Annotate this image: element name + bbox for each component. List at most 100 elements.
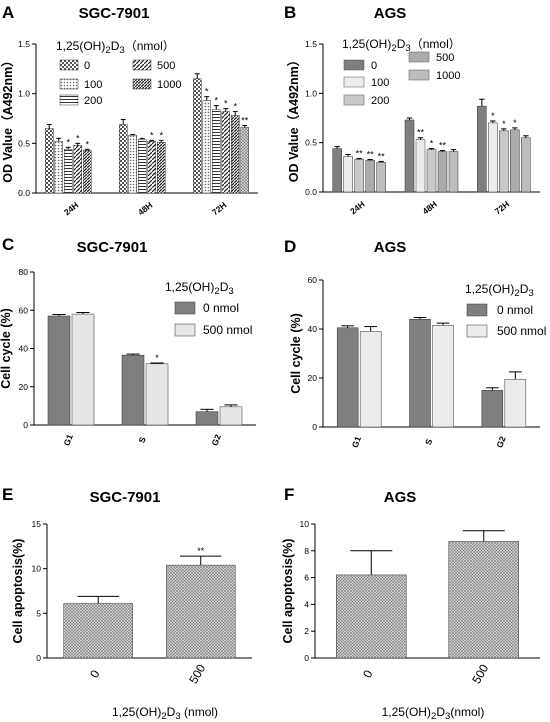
legend-label: 500	[436, 52, 454, 64]
y-tick-label: 20	[308, 373, 318, 383]
bar	[138, 139, 147, 194]
bar	[437, 151, 448, 193]
bar	[240, 127, 249, 194]
legend-swatch	[132, 78, 152, 90]
significance-mark: *	[150, 130, 154, 140]
panel-letter: E	[2, 485, 13, 504]
y-tick-label: 5	[36, 608, 41, 618]
bar	[166, 564, 236, 659]
panel-letter: C	[2, 235, 14, 254]
x-tick-label: 0	[360, 667, 376, 680]
y-tick-label: 4	[304, 599, 309, 609]
legend-title: 1,25(OH)2D3（nmol）	[56, 39, 175, 56]
bar	[499, 130, 509, 193]
bar	[45, 128, 54, 194]
x-tick-label: 72H	[493, 199, 511, 216]
legend-swatch	[343, 76, 365, 88]
significance-mark: *	[214, 96, 218, 106]
y-tick-label: 10	[300, 519, 310, 529]
chart-panel-e: E SGC-7901 0 5 10 15 Cell apoptosis(%) 0 ** 500	[2, 485, 252, 686]
legend-swatch	[343, 94, 365, 106]
bar	[521, 137, 531, 193]
x-tick-label: 500	[186, 662, 208, 687]
bar	[145, 363, 169, 426]
significance-mark: *	[76, 133, 80, 143]
bar	[359, 331, 382, 428]
chart-title: AGS	[374, 239, 407, 256]
y-tick-label: 8	[304, 546, 309, 556]
legend-label: 500	[157, 60, 175, 72]
bar	[415, 139, 426, 193]
legend-label: 1000	[157, 79, 181, 91]
x-tick-label: S	[423, 437, 434, 446]
legend-label: 500 nmol	[497, 324, 546, 338]
y-tick-label: 60	[308, 275, 318, 285]
significance-mark: *	[85, 139, 89, 149]
bar	[448, 151, 459, 193]
bar	[336, 327, 359, 428]
y-tick-label: 1.0	[305, 88, 317, 98]
chart-title: AGS	[384, 489, 417, 506]
significance-mark: **	[439, 141, 447, 151]
legend-title: 1,25(OH)2D3（nmol）	[342, 37, 461, 54]
significance-mark: *	[224, 99, 228, 109]
bar	[83, 150, 92, 194]
panel-letter: A	[2, 3, 14, 22]
bar	[195, 411, 219, 426]
legend-swatch	[466, 303, 488, 317]
legend-label: 100	[371, 77, 389, 89]
bar	[343, 156, 353, 193]
y-tick-label: 0	[304, 653, 309, 663]
significance-mark: *	[233, 102, 237, 112]
bar	[54, 141, 63, 194]
y-tick-label: 15	[32, 519, 42, 529]
legend-label: 200	[84, 95, 102, 107]
legend-swatch	[174, 323, 196, 337]
legend-swatch	[59, 78, 79, 90]
bar	[64, 149, 73, 194]
bar	[63, 603, 133, 659]
x-tick-label: 48H	[136, 200, 154, 217]
bar	[47, 315, 71, 426]
x-tick-label: 48H	[420, 199, 438, 216]
x-tick-label: G2	[210, 433, 223, 447]
chart-panel-d: D AGS 0 20 40 60 Cell cycle (%) G1 S G2	[284, 237, 540, 449]
y-tick-label: 0.5	[305, 138, 317, 148]
legend-swatch	[59, 59, 79, 71]
legend-label: 500 nmol	[203, 323, 252, 337]
panel-letter: B	[284, 3, 296, 22]
x-tick-label: 24H	[62, 200, 80, 217]
bar	[73, 145, 82, 194]
significance-mark: *	[513, 118, 517, 128]
significance-mark: **	[417, 128, 425, 138]
y-tick-label: 1.0	[18, 89, 30, 99]
bar	[376, 162, 386, 193]
bar	[481, 390, 504, 428]
y-tick-label: 1.5	[305, 39, 317, 49]
significance-mark: *	[430, 139, 434, 149]
chart-panel-c: C SGC-7901 0 20 40 60 80 Cell cycle (%) G1 * S G2	[0, 235, 256, 447]
bar	[212, 109, 221, 194]
y-tick-label: 1.5	[18, 39, 30, 49]
panel-letter: D	[284, 237, 296, 256]
x-tick-label: 72H	[210, 200, 228, 217]
legend-label: 0 nmol	[203, 301, 239, 315]
significance-mark: *	[502, 119, 506, 129]
y-tick-label: 40	[19, 344, 29, 354]
bar	[193, 78, 202, 194]
chart-title: SGC-7901	[79, 5, 150, 22]
bar	[219, 406, 243, 426]
bar	[221, 111, 230, 194]
significance-mark: **	[367, 149, 375, 159]
chart-title: AGS	[374, 5, 407, 22]
y-tick-label: 2	[304, 626, 309, 636]
panel-letter: F	[284, 485, 294, 504]
y-tick-label: 20	[19, 382, 29, 392]
chart-title: SGC-7901	[77, 239, 148, 256]
y-tick-label: 10	[32, 564, 42, 574]
legend-swatch	[466, 324, 488, 338]
y-tick-label: 0.5	[18, 138, 30, 148]
legend-label: 200	[371, 95, 389, 107]
